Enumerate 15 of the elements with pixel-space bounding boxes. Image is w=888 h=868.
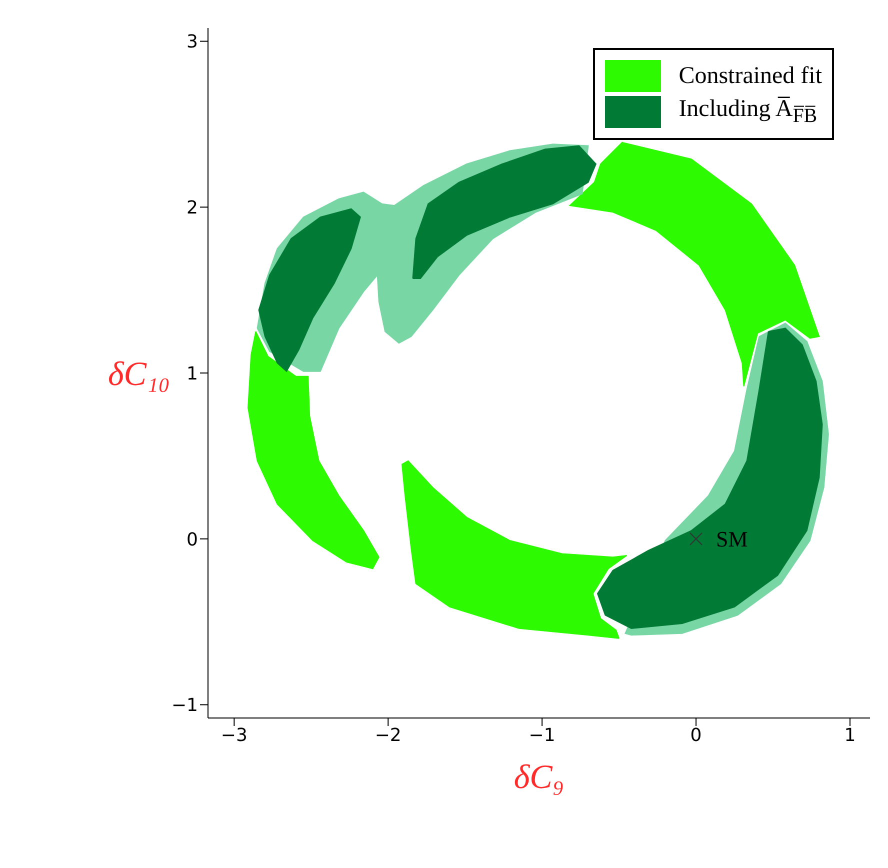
y-tick-label: 0 xyxy=(186,529,198,550)
y-tick-label: −1 xyxy=(171,695,198,716)
x-tick-label: −1 xyxy=(528,724,556,746)
x-tick-label: 0 xyxy=(690,724,702,746)
x-tick-label: −3 xyxy=(220,724,248,746)
y-tick-label: 1 xyxy=(186,363,198,384)
y-tick-label: 3 xyxy=(186,32,198,53)
x-axis-title: δC₉ xyxy=(514,759,564,796)
y-axis-title: δC₁₀ xyxy=(108,356,170,394)
legend-label: Constrained fit xyxy=(678,62,822,90)
y-tick-label: 2 xyxy=(186,198,198,219)
x-tick-label: 1 xyxy=(844,724,856,746)
legend-label: Including A̅$_{F̅B̅}$ xyxy=(678,96,818,128)
annotation: SM xyxy=(716,526,748,552)
x-tick-label: −2 xyxy=(374,724,402,746)
